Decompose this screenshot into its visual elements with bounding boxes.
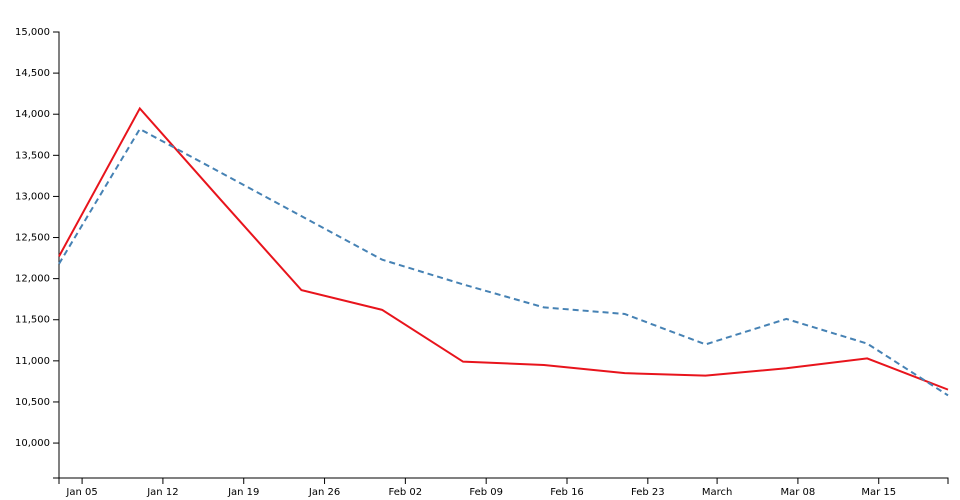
y-tick-label: 14,500 xyxy=(15,68,50,79)
y-axis xyxy=(53,31,60,479)
x-tick-label: March xyxy=(702,487,732,498)
y-tick-label: 10,000 xyxy=(15,438,50,449)
y-tick-label: 13,500 xyxy=(15,150,50,161)
x-tick-label: Feb 09 xyxy=(469,487,503,498)
y-tick-label: 11,500 xyxy=(15,315,50,326)
y-tick-label: 12,000 xyxy=(15,274,50,285)
series-line xyxy=(58,106,949,391)
x-tick-label: Feb 23 xyxy=(631,487,665,498)
x-tick-label: Jan 05 xyxy=(65,487,97,498)
y-tick-label: 14,000 xyxy=(15,109,50,120)
y-tick-label: 12,500 xyxy=(15,233,50,244)
y-tick-label: 13,000 xyxy=(15,191,50,202)
y-tick-label: 11,000 xyxy=(15,356,50,367)
x-tick-label: Jan 12 xyxy=(146,487,178,498)
y-tick-label: 15,000 xyxy=(15,27,50,38)
x-tick-label: Mar 15 xyxy=(861,487,896,498)
x-tick-label: Feb 02 xyxy=(389,487,423,498)
x-tick-label: Mar 08 xyxy=(781,487,816,498)
series-line xyxy=(58,127,949,397)
y-tick-label: 10,500 xyxy=(15,397,50,408)
x-axis xyxy=(58,477,949,484)
x-tick-label: Jan 26 xyxy=(308,487,340,498)
x-tick-label: Feb 16 xyxy=(550,487,584,498)
x-tick-label: Jan 19 xyxy=(227,487,259,498)
